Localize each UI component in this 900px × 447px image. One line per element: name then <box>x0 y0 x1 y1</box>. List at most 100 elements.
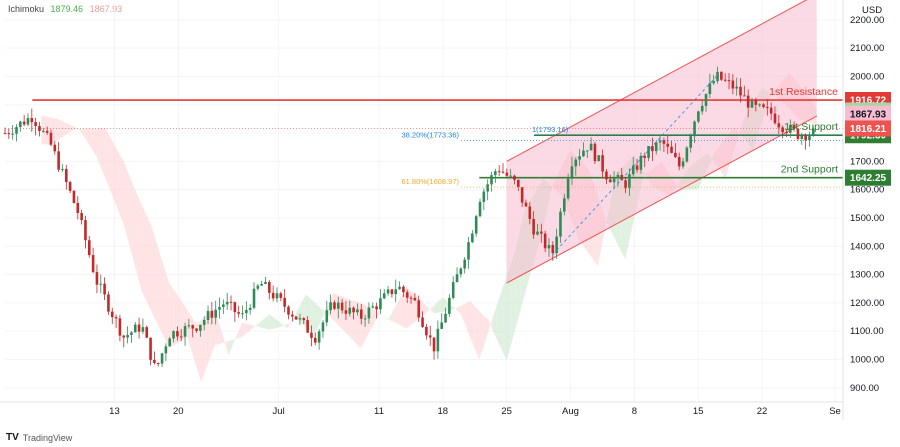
candle-body <box>382 293 386 299</box>
candle-body <box>685 147 689 162</box>
cloud-segment <box>287 319 293 329</box>
x-tick-label: 22 <box>757 406 768 417</box>
candle-body <box>808 135 811 141</box>
candle-body <box>674 152 677 157</box>
y-tick-label: 1600.00 <box>850 185 884 196</box>
candle-body <box>773 113 777 124</box>
price-label-text: 1642.25 <box>850 173 887 184</box>
price-label-text: 1816.21 <box>850 124 887 135</box>
cloud-segment <box>77 127 83 135</box>
x-tick-label: Se <box>829 406 841 417</box>
candle-body <box>26 118 30 125</box>
cloud-segment <box>223 339 229 356</box>
candle-body <box>256 285 260 289</box>
candle-body <box>513 175 516 180</box>
cloud-segment <box>347 298 352 339</box>
cloud-segment <box>465 300 471 337</box>
candle-body <box>222 304 225 308</box>
candle-body <box>754 100 758 105</box>
candle-body <box>72 190 76 203</box>
candle-body <box>38 125 41 132</box>
candle-body <box>658 140 662 143</box>
indicator-legend: Ichimoku 1879.46 1867.93 <box>8 4 122 14</box>
candle-body <box>459 268 463 275</box>
y-tick-label: 1300.00 <box>850 270 884 281</box>
cloud-segment <box>451 305 457 310</box>
candle-body <box>206 310 210 320</box>
candle-body <box>708 83 712 95</box>
x-tick-label: Jul <box>273 406 285 417</box>
cloud-segment <box>488 317 493 332</box>
candle-body <box>390 289 394 295</box>
fib-trend-line <box>551 76 717 256</box>
candle-body <box>229 301 233 303</box>
channel-fill <box>506 0 817 284</box>
candle-body <box>11 133 14 135</box>
candle-body <box>260 283 263 286</box>
cloud-segment <box>506 262 512 361</box>
brand-name: TradingView <box>22 432 73 443</box>
candle-body <box>130 332 133 335</box>
cloud-segment <box>132 183 138 275</box>
candle-body <box>405 292 409 298</box>
candle-body <box>792 124 796 129</box>
fib-retracement: 38.20%(1773.36) 1(1793.16) 61.80%(1608.97) <box>401 76 843 256</box>
cloud-segment <box>483 315 489 346</box>
x-tick-label: 11 <box>374 406 384 417</box>
candle-body <box>195 328 198 331</box>
candle-body <box>149 337 152 360</box>
y-tick-label: 1500.00 <box>850 213 884 224</box>
cloud-segment <box>383 316 389 321</box>
indicator-value-1: 1879.46 <box>50 4 84 14</box>
cloud-segment <box>164 268 170 349</box>
price-label-text: 1867.93 <box>850 109 887 120</box>
cloud-segment <box>155 239 161 330</box>
candle-body <box>666 143 670 147</box>
candle-body <box>402 286 405 293</box>
cloud-segment <box>251 324 256 330</box>
candle-body <box>532 218 535 235</box>
candle-body <box>153 359 156 364</box>
candle-body <box>302 318 306 321</box>
candle-body <box>417 300 421 318</box>
cloud-segment <box>319 307 325 324</box>
cloud-segment <box>205 312 211 370</box>
candle-body <box>651 146 654 152</box>
candle-body <box>160 353 164 364</box>
candle-body <box>413 297 417 301</box>
y-tick-label: 1200.00 <box>850 298 884 309</box>
cloud-segment <box>397 294 402 327</box>
cloud-segment <box>141 204 147 302</box>
candle-body <box>57 151 60 170</box>
y-tick-label: 1700.00 <box>850 156 884 167</box>
candle-body <box>781 127 784 133</box>
cloud-segment <box>497 289 503 351</box>
x-tick-label: 13 <box>109 406 120 417</box>
candle-body <box>202 319 206 325</box>
candle-body <box>716 71 719 82</box>
candle-body <box>670 146 673 153</box>
candle-body <box>76 202 80 213</box>
candle-body <box>551 245 555 254</box>
candle-body <box>375 306 378 310</box>
candle-body <box>631 165 635 175</box>
candle-body <box>712 81 715 84</box>
candle-body <box>582 150 585 157</box>
cloud-segment <box>424 303 430 315</box>
cloud-segment <box>55 118 60 142</box>
candle-body <box>19 121 22 128</box>
candle-body <box>467 242 470 260</box>
cloud-segment <box>219 323 224 344</box>
time-axis: 13 20 Jul 11 18 25 Aug 8 15 22 Se <box>109 406 841 417</box>
candle-body <box>486 184 489 192</box>
candle-body <box>394 289 398 295</box>
candle-body <box>432 337 436 352</box>
candle-body <box>494 171 497 176</box>
candle-body <box>233 302 237 313</box>
candle-body <box>574 159 578 167</box>
candle-body <box>750 100 754 108</box>
candle-body <box>536 231 539 235</box>
cloud-segment <box>242 322 247 337</box>
candle-body <box>789 124 792 133</box>
